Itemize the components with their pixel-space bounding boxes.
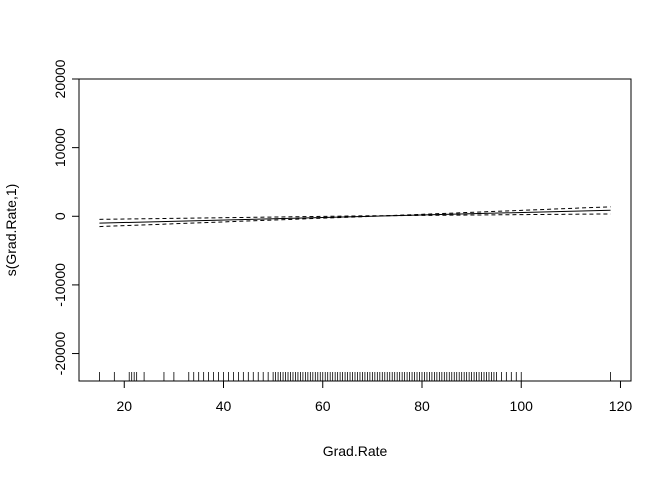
y-axis-label: s(Grad.Rate,1) [3, 184, 19, 277]
y-tick-label: 20000 [52, 59, 68, 98]
series-group [99, 206, 611, 228]
y-tick-label: 0 [52, 212, 68, 220]
x-tick-label: 60 [315, 398, 331, 414]
x-tick-label: 80 [414, 398, 430, 414]
x-tick-label: 20 [116, 398, 132, 414]
confidence-band-line [99, 206, 611, 228]
y-axis: -20000 -10000 0 10000 20000 [52, 59, 80, 376]
x-tick-label: 40 [216, 398, 232, 414]
rug-marks [99, 372, 611, 381]
y-tick-label: 10000 [52, 128, 68, 167]
x-tick-label: 100 [510, 398, 534, 414]
x-axis: 20 40 60 80 100 120 [116, 380, 633, 414]
y-tick-label: -10000 [52, 263, 68, 307]
y-tick-label: -20000 [52, 332, 68, 376]
plot-frame [78, 78, 632, 382]
confidence-band-line [99, 213, 611, 220]
x-axis-label: Grad.Rate [323, 443, 388, 459]
x-tick-label: 120 [609, 398, 633, 414]
